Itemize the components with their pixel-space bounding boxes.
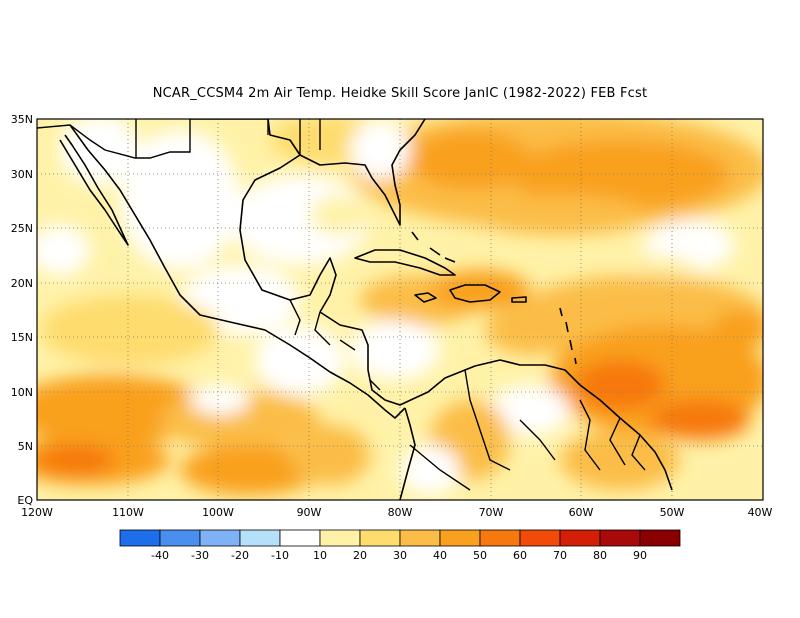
lat-tick: 30N xyxy=(11,168,33,181)
lon-tick: 120W xyxy=(21,506,53,519)
colorbar-swatch xyxy=(439,529,481,547)
colorbar-label: -10 xyxy=(271,549,289,562)
lon-tick: 110W xyxy=(112,506,144,519)
colorbar-swatch xyxy=(399,529,441,547)
colorbar-label: -20 xyxy=(231,549,249,562)
lat-tick: 25N xyxy=(11,222,33,235)
lon-axis: 120W 110W 100W 90W 80W 70W 60W 50W 40W xyxy=(21,506,772,519)
colorbar-label: 90 xyxy=(633,549,647,562)
colorbar-label: 60 xyxy=(513,549,527,562)
lat-axis: 35N 30N 25N 20N 15N 10N 5N EQ xyxy=(11,113,34,507)
lat-tick: 15N xyxy=(11,331,33,344)
colorbar-label: -40 xyxy=(151,549,169,562)
colorbar-swatch xyxy=(239,529,281,547)
colorbar-swatch xyxy=(159,529,201,547)
colorbar-label: -30 xyxy=(191,549,209,562)
lat-tick: 5N xyxy=(18,440,33,453)
lon-tick: 70W xyxy=(479,506,504,519)
skill-shading xyxy=(37,119,763,500)
colorbar: -40 -30 -20 -10 10 20 30 40 50 60 70 80 90 xyxy=(119,529,681,562)
graticule xyxy=(37,119,763,500)
colorbar-label: 10 xyxy=(313,549,327,562)
coastlines xyxy=(59,119,673,500)
country-borders xyxy=(37,119,646,491)
colorbar-label: 80 xyxy=(593,549,607,562)
colorbar-swatch xyxy=(639,529,681,547)
colorbar-label: 50 xyxy=(473,549,487,562)
map-title: NCAR_CCSM4 2m Air Temp. Heidke Skill Sco… xyxy=(152,86,648,101)
colorbar-swatch xyxy=(279,529,321,547)
colorbar-swatch xyxy=(119,529,161,547)
colorbar-swatch xyxy=(319,529,361,547)
colorbar-swatch xyxy=(199,529,241,547)
colorbar-label: 30 xyxy=(393,549,407,562)
colorbar-swatch xyxy=(559,529,601,547)
lat-tick: 20N xyxy=(11,277,33,290)
lat-tick: EQ xyxy=(17,494,33,507)
colorbar-swatch xyxy=(599,529,641,547)
lat-tick: 35N xyxy=(11,113,33,126)
lon-tick: 90W xyxy=(297,506,322,519)
colorbar-swatch xyxy=(519,529,561,547)
lon-tick: 50W xyxy=(660,506,685,519)
colorbar-swatch xyxy=(359,529,401,547)
colorbar-label: 70 xyxy=(553,549,567,562)
lon-tick: 60W xyxy=(569,506,594,519)
lat-tick: 10N xyxy=(11,386,33,399)
lon-tick: 40W xyxy=(748,506,773,519)
map-frame xyxy=(36,118,764,501)
colorbar-swatch xyxy=(479,529,521,547)
colorbar-label: 20 xyxy=(353,549,367,562)
lon-tick: 100W xyxy=(202,506,234,519)
colorbar-label: 40 xyxy=(433,549,447,562)
lon-tick: 80W xyxy=(388,506,413,519)
